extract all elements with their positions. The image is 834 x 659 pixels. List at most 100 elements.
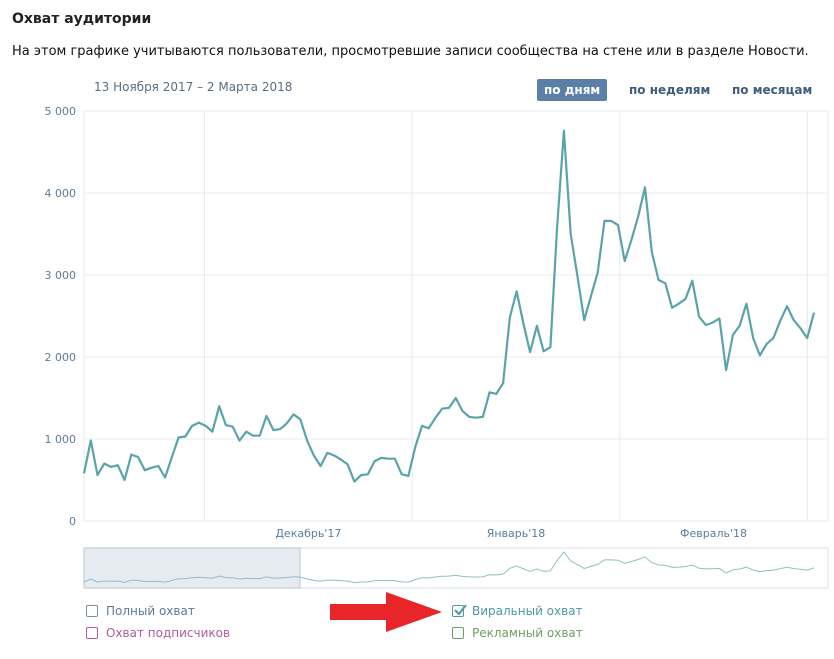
data-point (528, 350, 532, 354)
data-point (285, 421, 289, 425)
period-tab-weeks[interactable]: по неделям (629, 83, 711, 97)
data-point (433, 416, 437, 420)
data-point (778, 319, 782, 323)
data-point (798, 326, 802, 330)
data-point (812, 311, 816, 315)
y-axis-ticks: 0 1 000 2 000 3 000 4 000 5 000 (45, 105, 77, 528)
data-point (690, 279, 694, 283)
data-point (346, 462, 350, 466)
data-point (298, 417, 302, 421)
chart-grid (83, 110, 829, 522)
data-point (373, 459, 377, 463)
period-tab-months[interactable]: по месяцам (732, 83, 813, 97)
data-point (96, 473, 100, 477)
data-point (177, 435, 181, 439)
data-point (386, 457, 390, 461)
data-point (440, 407, 444, 411)
y-tick-label: 5 000 (45, 105, 77, 118)
date-range[interactable]: 13 Ноября 2017 – 2 Марта 2018 (94, 80, 293, 94)
series-line-viral (82, 129, 816, 483)
data-point (643, 185, 647, 189)
legend-ads-reach[interactable]: Рекламный охват (452, 626, 583, 640)
legend-subscribers-reach-label: Охват подписчиков (106, 626, 231, 640)
data-point (413, 445, 417, 449)
y-tick-label: 3 000 (45, 269, 77, 282)
data-point (670, 306, 674, 310)
data-point (602, 219, 606, 223)
period-tab-days[interactable]: по дням (537, 79, 608, 101)
data-point (278, 427, 282, 431)
navigator-selection-window[interactable] (83, 547, 301, 589)
legend-viral-reach[interactable]: Виральный охват (452, 604, 583, 618)
data-point (521, 321, 525, 325)
data-point (467, 415, 471, 419)
data-point (129, 453, 133, 457)
data-point (724, 368, 728, 372)
data-point (244, 430, 248, 434)
data-point (102, 462, 106, 466)
data-point (623, 259, 627, 263)
data-point (744, 302, 748, 306)
data-point (609, 219, 613, 223)
data-point (704, 323, 708, 327)
data-point (792, 318, 796, 322)
data-point (163, 476, 167, 480)
data-point (555, 225, 559, 229)
legend-full-reach[interactable]: Полный охват (86, 604, 195, 618)
data-point (771, 336, 775, 340)
data-point (758, 353, 762, 357)
data-point (488, 390, 492, 394)
reach-chart[interactable]: 0 1 000 2 000 3 000 4 000 5 000 Декабрь'17 Янв… (0, 100, 834, 592)
x-tick-label: Декабрь'17 (275, 527, 341, 540)
data-point (630, 238, 634, 242)
data-point (501, 381, 505, 385)
legend-subscribers-reach[interactable]: Охват подписчиков (86, 626, 230, 640)
data-point (515, 289, 519, 293)
data-point (197, 421, 201, 425)
data-point (312, 453, 316, 457)
data-point (575, 274, 579, 278)
data-point (535, 324, 539, 328)
x-axis-ticks: Декабрь'17 Январь'18 Февраль'18 (275, 527, 747, 540)
data-point (258, 434, 262, 438)
data-point (204, 424, 208, 428)
data-point (379, 456, 383, 460)
data-point (237, 439, 241, 443)
data-point (136, 455, 140, 459)
data-point (481, 415, 485, 419)
legend-viral-reach-label: Виральный охват (472, 604, 583, 618)
data-point (447, 406, 451, 410)
data-point (731, 333, 735, 337)
data-point (183, 435, 187, 439)
checkbox-full-reach[interactable] (86, 605, 98, 617)
y-tick-label: 1 000 (45, 433, 77, 446)
y-tick-label: 2 000 (45, 351, 77, 364)
data-point (636, 214, 640, 218)
y-tick-label: 0 (69, 515, 76, 528)
data-point (474, 416, 478, 420)
data-point (697, 315, 701, 319)
legend-full-reach-label: Полный охват (106, 604, 195, 618)
data-point (359, 473, 363, 477)
data-point (393, 457, 397, 461)
checkbox-ads-reach[interactable] (452, 627, 464, 639)
data-point (562, 129, 566, 133)
data-point (711, 321, 715, 325)
data-point (109, 465, 113, 469)
legend-ads-reach-label: Рекламный охват (472, 626, 583, 640)
data-point (156, 464, 160, 468)
data-point (231, 425, 235, 429)
data-point (657, 278, 661, 282)
y-tick-label: 4 000 (45, 187, 77, 200)
data-point (150, 466, 154, 470)
data-point (785, 304, 789, 308)
data-point (210, 430, 214, 434)
checkbox-subscribers-reach[interactable] (86, 627, 98, 639)
data-point (508, 316, 512, 320)
data-point (339, 458, 343, 462)
plot-frame (83, 110, 829, 522)
checkbox-viral-reach[interactable] (452, 604, 467, 617)
range-navigator[interactable] (83, 547, 829, 589)
data-point (224, 423, 228, 427)
red-arrow-annotation (330, 592, 442, 632)
